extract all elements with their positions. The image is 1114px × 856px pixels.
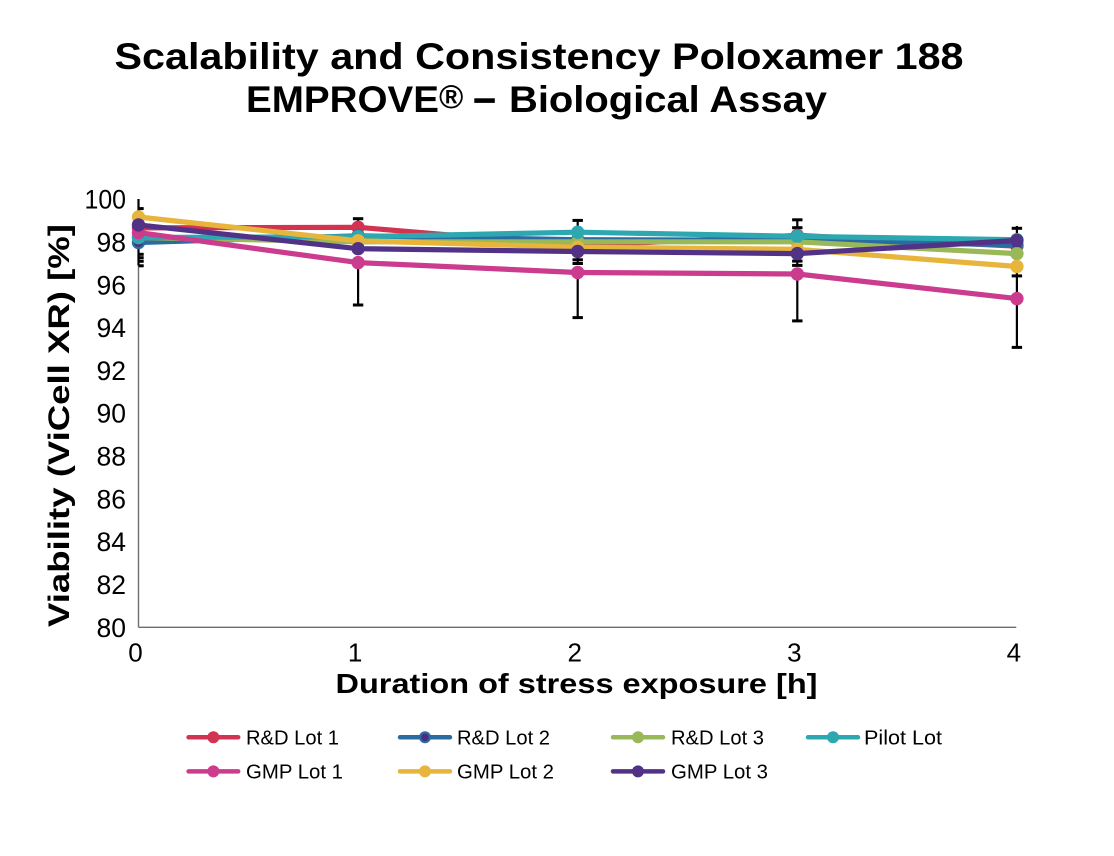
svg-text:Scalability and Consistency Po: Scalability and Consistency Poloxamer 18…	[115, 36, 964, 77]
svg-text:GMP Lot 2: GMP Lot 2	[457, 761, 554, 783]
svg-text:100: 100	[85, 185, 127, 215]
svg-text:R&D Lot 3: R&D Lot 3	[671, 727, 764, 749]
svg-text:Viability (ViCell XR) [%]: Viability (ViCell XR) [%]	[43, 224, 76, 627]
svg-text:®: ®	[439, 78, 463, 115]
svg-text:EMPROVE: EMPROVE	[246, 79, 439, 120]
svg-text:R&D Lot 2: R&D Lot 2	[457, 727, 550, 749]
svg-text:1: 1	[348, 638, 362, 668]
svg-text:92: 92	[97, 356, 127, 386]
svg-text:Biological Assay: Biological Assay	[509, 79, 827, 120]
svg-text:4: 4	[1007, 638, 1021, 668]
svg-text:90: 90	[97, 399, 127, 429]
svg-text:84: 84	[97, 527, 127, 557]
svg-text:Pilot Lot: Pilot Lot	[864, 727, 942, 749]
svg-text:96: 96	[97, 270, 127, 300]
svg-text:GMP Lot 1: GMP Lot 1	[246, 761, 343, 783]
svg-text:0: 0	[128, 638, 142, 668]
svg-text:98: 98	[97, 227, 127, 257]
svg-text:94: 94	[97, 313, 127, 343]
svg-text:2: 2	[567, 638, 581, 668]
svg-text:82: 82	[97, 570, 127, 600]
svg-text:R&D Lot 1: R&D Lot 1	[246, 727, 339, 749]
svg-text:3: 3	[787, 638, 801, 668]
svg-text:86: 86	[97, 484, 127, 514]
svg-text:80: 80	[97, 613, 127, 643]
svg-text:Duration of stress exposure [h: Duration of stress exposure [h]	[336, 668, 818, 699]
svg-text:GMP Lot 3: GMP Lot 3	[671, 761, 768, 783]
svg-text:88: 88	[97, 442, 127, 472]
